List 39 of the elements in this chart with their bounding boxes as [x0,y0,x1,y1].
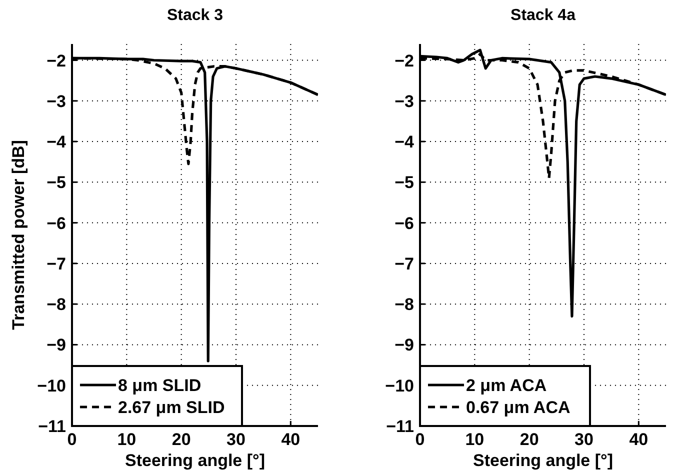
x-axis-title: Steering angle [°] [125,451,265,470]
y-tick-label: −10 [37,376,66,396]
y-tick-label: −3 [46,92,66,111]
x-tick-label: 30 [574,430,594,449]
y-tick-label: −11 [386,417,414,436]
x-tick-label: 0 [415,430,425,449]
legend-label: 2 μm ACA [466,376,547,395]
x-tick-label: 20 [172,430,191,449]
y-tick-label: −5 [394,173,414,192]
y-tick-label: −5 [46,173,66,192]
y-tick-label: −4 [46,132,67,152]
x-tick-label: 40 [281,430,300,449]
x-tick-label: 10 [117,430,136,449]
y-axis-title: Transmitted power [dB] [9,140,28,330]
y-tick-label: −8 [46,295,66,314]
x-tick-label: 10 [465,430,484,449]
y-tick-label: −8 [394,295,414,314]
y-tick-label: −9 [394,336,414,355]
y-tick-label: −4 [394,132,415,152]
legend-label: 8 μm SLID [118,376,202,395]
chart-title: Stack 3 [166,7,224,24]
y-tick-label: −7 [46,254,66,274]
y-tick-label: −2 [394,51,414,70]
y-tick-label: −9 [46,336,66,355]
y-tick-label: −6 [394,214,414,233]
chart-title: Stack 4a [510,7,576,24]
x-tick-label: 0 [67,430,77,449]
y-tick-label: −6 [46,214,66,233]
y-tick-label: −10 [385,376,414,396]
x-tick-label: 30 [226,430,246,449]
x-tick-label: 20 [520,430,539,449]
x-tick-label: 40 [629,430,648,449]
y-tick-label: −3 [394,92,414,111]
x-axis-title: Steering angle [°] [473,451,613,470]
legend-label: 0.67 μm ACA [466,398,570,417]
legend-label: 2.67 μm SLID [118,398,225,417]
y-tick-label: −11 [38,417,66,436]
y-tick-label: −2 [46,51,66,70]
y-tick-label: −7 [394,254,414,274]
